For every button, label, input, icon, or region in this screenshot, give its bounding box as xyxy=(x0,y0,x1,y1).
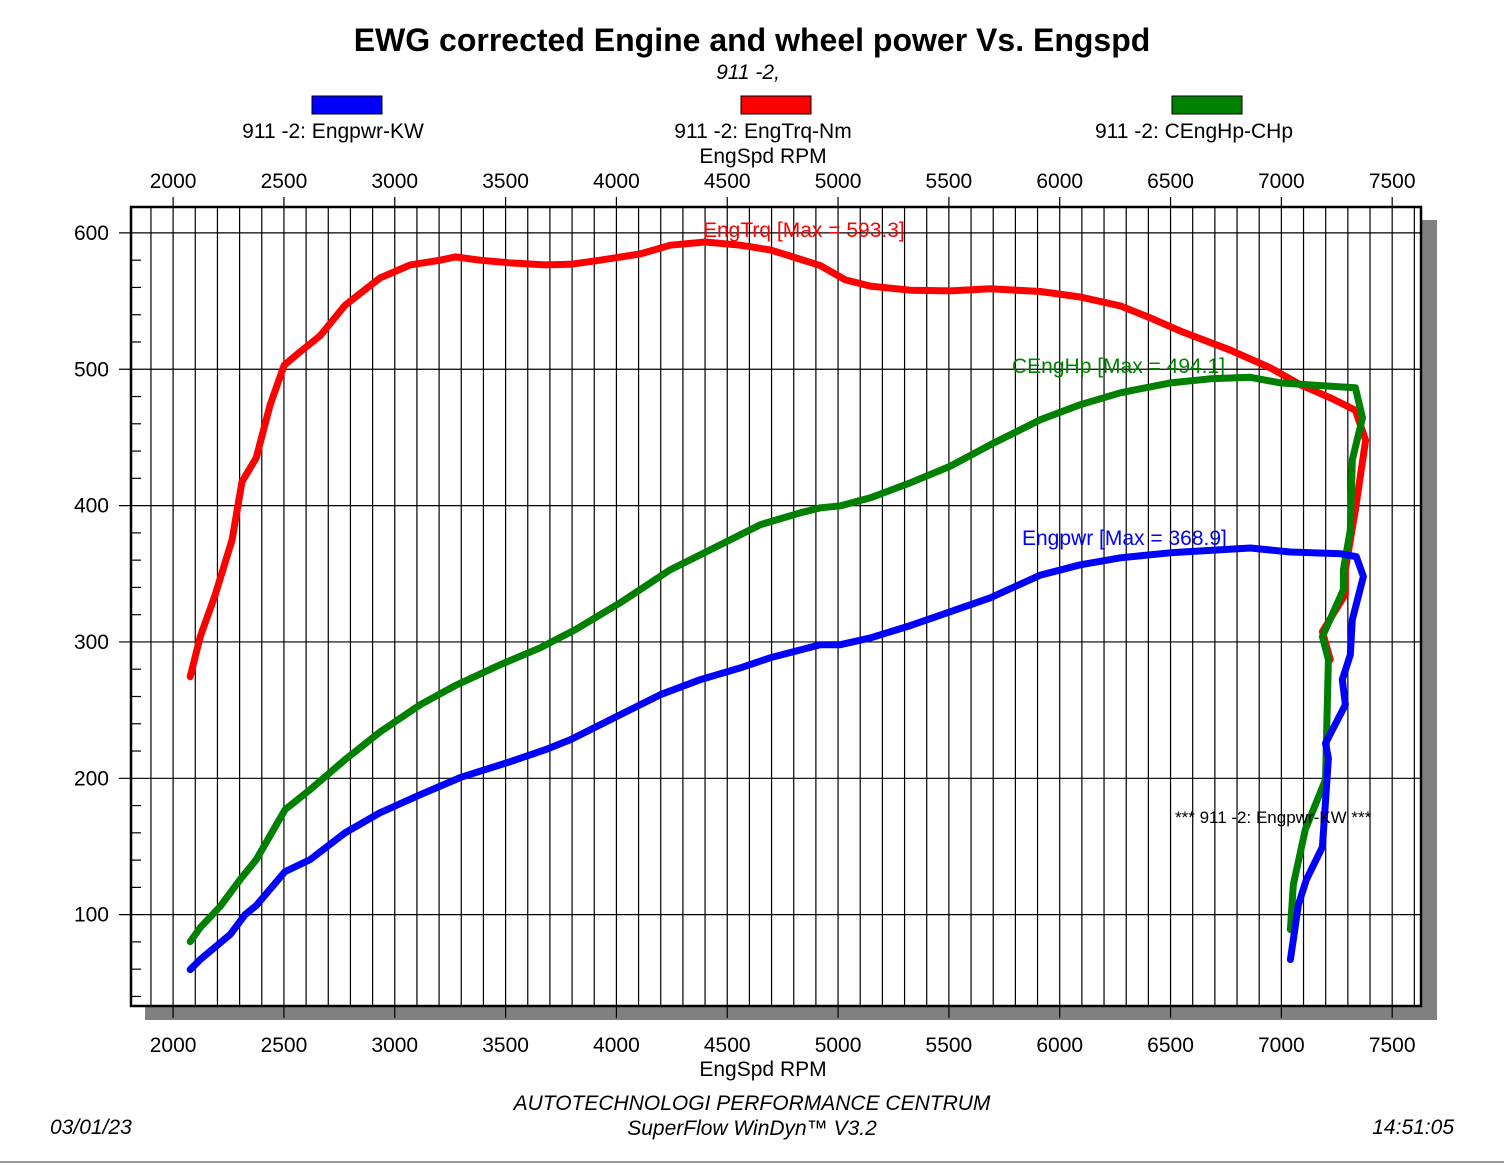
y-tick-label: 300 xyxy=(74,631,109,654)
max-label-0: Engpwr [Max = 368.9] xyxy=(1022,527,1227,550)
legend-swatch-0 xyxy=(311,95,383,115)
chart-title: EWG corrected Engine and wheel power Vs.… xyxy=(354,22,1151,58)
x-top-tick-label: 3000 xyxy=(371,170,418,193)
x-top-tick-label: 6500 xyxy=(1147,170,1194,193)
footer-software: SuperFlow WinDyn™ V3.2 xyxy=(627,1117,877,1140)
max-label-2: CEngHp [Max = 494.1] xyxy=(1012,355,1225,378)
legend-swatch-2 xyxy=(1171,95,1243,115)
plot-border xyxy=(129,205,1423,1008)
x-top-tick-label: 5500 xyxy=(926,170,973,193)
x-tick-label: 6500 xyxy=(1147,1034,1194,1057)
legend-label-2: 911 -2: CEngHp-CHp xyxy=(1095,120,1293,143)
x-tick-label: 2000 xyxy=(150,1034,197,1057)
x-tick-label: 5000 xyxy=(815,1034,862,1057)
x-axis-label-top: EngSpd RPM xyxy=(699,145,826,168)
x-top-tick-label: 2000 xyxy=(150,170,197,193)
grid xyxy=(119,197,1421,1018)
footer-time: 14:51:05 xyxy=(1372,1116,1454,1139)
y-tick-label: 200 xyxy=(74,767,109,790)
footer-date: 03/01/23 xyxy=(50,1116,132,1139)
x-top-tick-label: 3500 xyxy=(482,170,529,193)
x-tick-label: 2500 xyxy=(261,1034,308,1057)
plot-shadow-bottom xyxy=(145,1006,1437,1020)
legend-label-1: 911 -2: EngTrq-Nm xyxy=(674,120,851,143)
x-top-tick-label: 7500 xyxy=(1369,170,1416,193)
legend-swatch-1 xyxy=(740,95,812,115)
legend-label-0: 911 -2: Engpwr-KW xyxy=(242,120,424,143)
x-tick-label: 4500 xyxy=(704,1034,751,1057)
x-top-tick-label: 5000 xyxy=(815,170,862,193)
legend: 911 -2: Engpwr-KW 911 -2: EngTrq-Nm 911 -2… xyxy=(242,95,1293,143)
x-tick-label: 7500 xyxy=(1369,1034,1416,1057)
y-tick-label: 500 xyxy=(74,358,109,381)
chart-subtitle: 911 -2, xyxy=(716,61,780,84)
series-line-0 xyxy=(186,544,1367,974)
x-tick-label: 3500 xyxy=(482,1034,529,1057)
x-tick-label: 5500 xyxy=(926,1034,973,1057)
x-tick-label: 3000 xyxy=(371,1034,418,1057)
x-top-tick-label: 4000 xyxy=(593,170,640,193)
y-tick-label: 400 xyxy=(74,495,109,518)
max-label-1: EngTrq [Max = 593.3] xyxy=(703,219,905,242)
y-tick-label: 600 xyxy=(74,222,109,245)
plot-shadow-right xyxy=(1421,220,1437,1020)
x-top-tick-label: 6000 xyxy=(1036,170,1083,193)
x-top-tick-label: 2500 xyxy=(261,170,308,193)
footer-company: AUTOTECHNOLOGI PERFORMANCE CENTRUM xyxy=(512,1092,991,1115)
x-tick-label: 7000 xyxy=(1258,1034,1305,1057)
x-tick-label: 4000 xyxy=(593,1034,640,1057)
x-top-tick-label: 4500 xyxy=(704,170,751,193)
x-axis-label: EngSpd RPM xyxy=(699,1058,826,1081)
x-tick-label: 6000 xyxy=(1036,1034,1083,1057)
x-top-tick-label: 7000 xyxy=(1258,170,1305,193)
y-tick-label: 100 xyxy=(74,904,109,927)
trace-annotation: *** 911 -2: Engpwr-KW *** xyxy=(1175,808,1372,827)
